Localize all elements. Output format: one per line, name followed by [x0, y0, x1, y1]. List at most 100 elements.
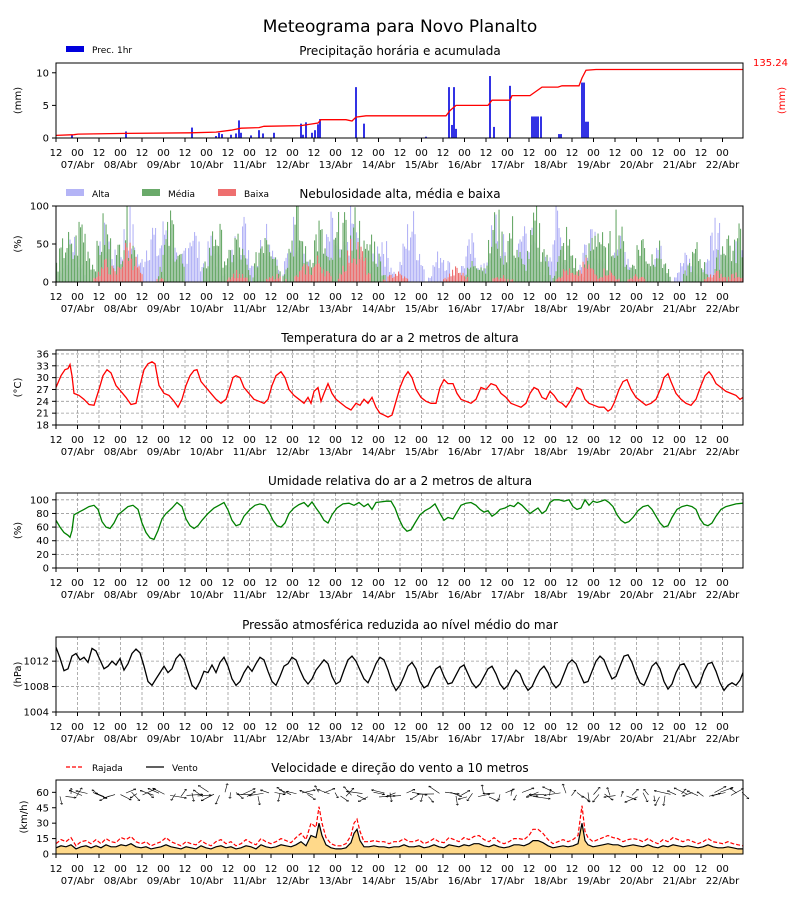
cloud-low-bar: [584, 267, 586, 282]
cloud-low-bar: [581, 273, 583, 282]
cloud-mid-bar: [600, 244, 602, 282]
pressure-date-label: 17/Abr: [491, 734, 525, 745]
cloud-high-bar: [384, 266, 386, 282]
cloud-low-bar: [450, 276, 452, 282]
wind-direction-arrowhead: [260, 789, 263, 792]
wind-direction-arrowhead: [542, 786, 545, 789]
cloud-high-bar: [471, 233, 473, 282]
wind-direction-arrow: [120, 794, 132, 801]
cloud-mid-bar: [543, 249, 545, 282]
cloud-low-bar: [465, 279, 467, 282]
temperature-xtick-label: 12: [179, 435, 192, 446]
cloud-mid-bar: [101, 251, 103, 282]
cloud-low-bar: [569, 268, 571, 282]
cloud-mid-bar: [476, 268, 478, 282]
cloud-high-bar: [440, 257, 442, 282]
wind-date-label: 18/Abr: [534, 876, 568, 887]
cloud-low-bar: [456, 267, 458, 282]
cloud-high-bar: [443, 259, 445, 282]
cloud-low-bar: [731, 274, 733, 282]
cloud-low-bar: [458, 273, 460, 282]
precip-bar: [240, 132, 242, 138]
pressure-xtick-label: 00: [200, 722, 213, 733]
cloud-mid-bar: [555, 271, 557, 282]
cloud-low-bar: [239, 273, 241, 282]
cloud-low-bar: [467, 276, 469, 282]
temperature-panel: Temperatura do ar a 2 metros de altura (°…: [13, 331, 744, 458]
cloud-mid-bar: [549, 275, 551, 282]
wind-direction-arrow: [386, 792, 396, 797]
humidity-xtick-label: 12: [609, 578, 622, 589]
precip-date-label: 22/Abr: [706, 160, 740, 171]
temperature-ytick-label: 30: [36, 373, 49, 384]
wind-direction-arrowhead: [573, 789, 577, 792]
cloud-mid-bar: [203, 267, 205, 282]
cloud-mid-bar: [246, 264, 248, 282]
cloud-mid-bar: [240, 259, 242, 282]
wind-direction-arrowhead: [208, 794, 212, 797]
cloud-mid-bar: [164, 244, 166, 282]
pressure-xtick-label: 00: [71, 722, 84, 733]
cloud-high-bar: [674, 277, 676, 282]
wind-direction-arrowhead: [346, 790, 349, 793]
wind-direction-arrowhead: [480, 784, 484, 787]
cloud-low-bar: [443, 279, 445, 282]
humidity-xtick-label: 12: [437, 578, 450, 589]
cloud-low-bar: [227, 279, 229, 282]
precip-xtick-label: 12: [652, 148, 665, 159]
wind-direction-arrow: [729, 788, 737, 794]
cloud-mid-bar: [326, 255, 328, 282]
cloud-low-bar: [276, 273, 278, 282]
precip-bar: [585, 121, 587, 138]
cloud-low-bar: [122, 266, 124, 282]
wind-xtick-label: 00: [673, 864, 686, 875]
cloud-mid-bar: [491, 246, 493, 282]
clouds-xtick-label: 12: [93, 292, 106, 303]
wind-direction-arrowhead: [633, 798, 637, 801]
cloud-low-bar: [633, 276, 635, 282]
cloud-mid-bar: [296, 206, 298, 282]
precip-xtick-label: 00: [71, 148, 84, 159]
clouds-legend-swatch: [218, 189, 236, 196]
precip-date-label: 09/Abr: [147, 160, 181, 171]
cloud-low-bar: [741, 277, 743, 282]
wind-direction-arrow: [193, 789, 204, 797]
cloud-high-bar: [675, 277, 677, 282]
wind-direction-arrow: [59, 796, 63, 805]
humidity-date-label: 10/Abr: [190, 590, 224, 601]
wind-direction-arrow: [197, 794, 212, 797]
pressure-xtick-label: 12: [566, 722, 579, 733]
cloud-mid-bar: [732, 250, 734, 282]
temperature-date-label: 20/Abr: [620, 447, 654, 458]
clouds-legend-label: Baixa: [244, 190, 269, 200]
temperature-xtick-label: 12: [394, 435, 407, 446]
cloud-high-bar: [464, 268, 466, 282]
wind-direction-arrow: [654, 796, 660, 806]
wind-direction-arrowhead: [192, 799, 196, 802]
wind-direction-arrow: [140, 790, 154, 796]
wind-xtick-label: 00: [329, 864, 342, 875]
cloud-low-bar: [716, 270, 718, 282]
cloud-high-bar: [195, 235, 197, 282]
wind-direction-arrow: [248, 792, 264, 796]
temperature-xtick-label: 12: [308, 435, 321, 446]
cloud-low-bar: [365, 257, 367, 282]
cloud-mid-bar: [162, 254, 164, 282]
cloud-mid-bar: [615, 209, 617, 282]
wind-direction-arrowhead: [466, 799, 470, 802]
wind-direction-arrowhead: [346, 799, 349, 802]
cloud-mid-bar: [528, 258, 530, 282]
wind-direction-arrowhead: [128, 798, 132, 801]
cloud-low-bar: [606, 275, 608, 282]
cloud-low-bar: [512, 279, 514, 282]
cloud-low-bar: [318, 263, 320, 282]
precip-xtick-label: 00: [458, 148, 471, 159]
wind-direction-arrowhead: [467, 790, 471, 792]
cloud-mid-bar: [623, 241, 625, 282]
cloud-mid-bar: [293, 256, 295, 282]
humidity-xtick-label: 00: [587, 578, 600, 589]
cloud-low-bar: [452, 269, 454, 282]
temperature-xtick-label: 12: [265, 435, 278, 446]
cloud-low-bar: [593, 269, 595, 282]
cloud-mid-bar: [638, 249, 640, 282]
